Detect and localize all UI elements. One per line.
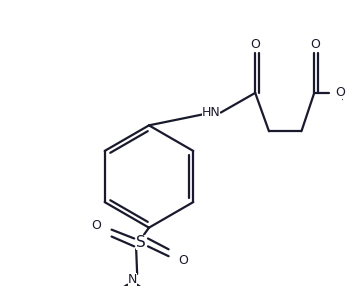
Text: S: S xyxy=(136,235,146,250)
Text: O: O xyxy=(310,38,320,51)
Text: HN: HN xyxy=(202,106,220,119)
Text: O: O xyxy=(250,38,260,51)
Text: N: N xyxy=(128,273,137,286)
Text: O: O xyxy=(335,86,345,99)
Text: O: O xyxy=(91,219,101,232)
Text: O: O xyxy=(178,254,188,267)
